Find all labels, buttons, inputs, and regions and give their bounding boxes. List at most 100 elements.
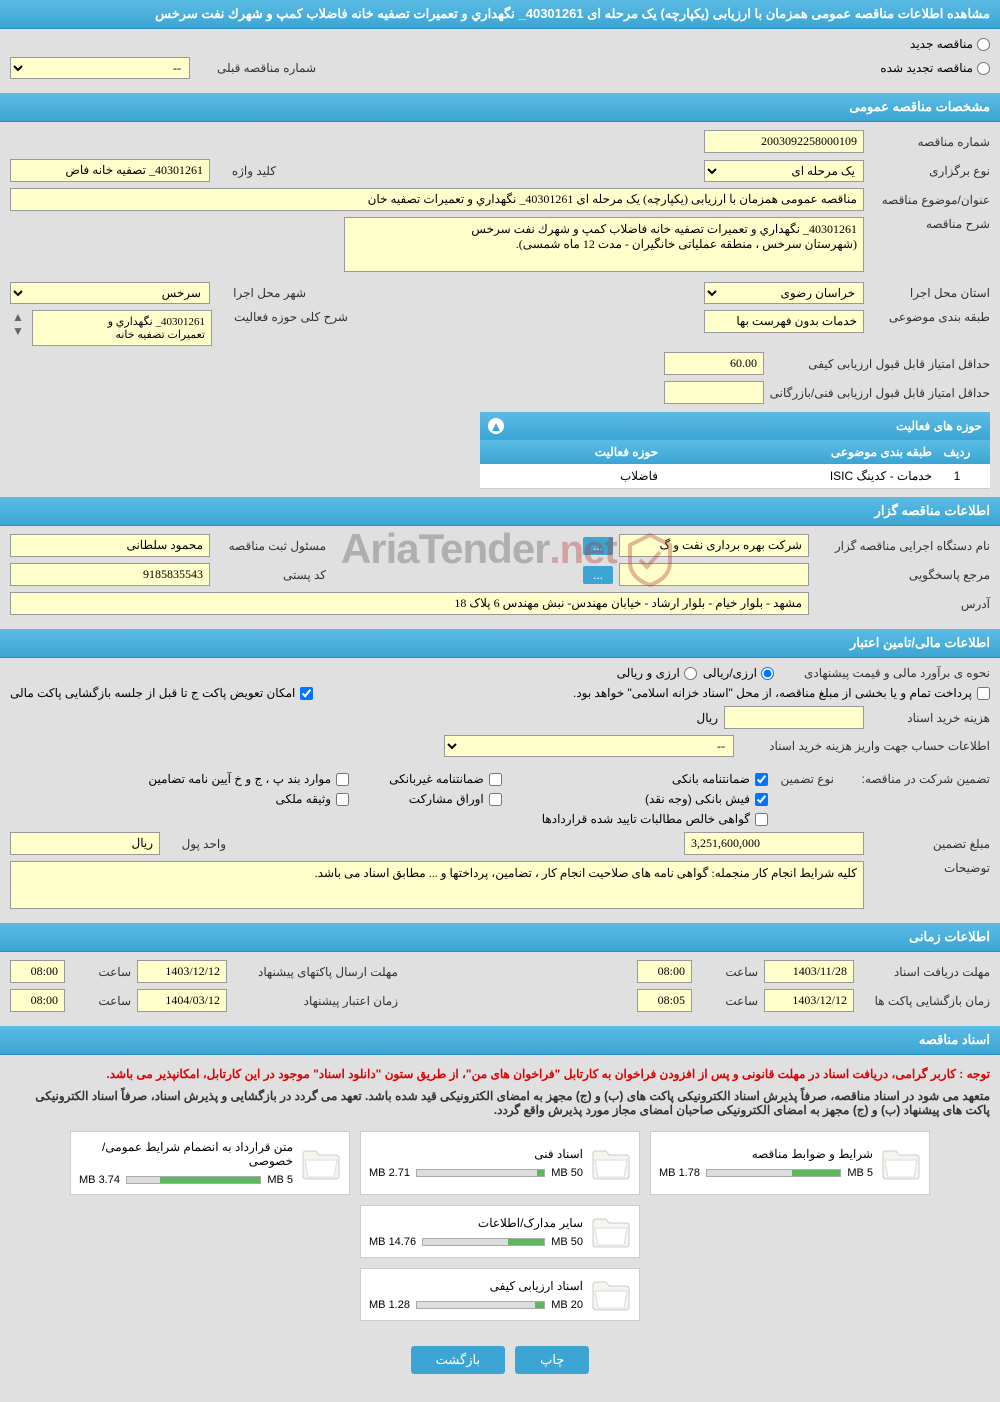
doc-cost-unit: ریال: [696, 711, 718, 725]
doc-total: 50 MB: [551, 1167, 583, 1179]
resp-ref-input[interactable]: [619, 563, 809, 586]
progress-row: 20 MB1.28 MB: [369, 1299, 583, 1311]
city-select[interactable]: سرخس: [10, 282, 210, 304]
doc-box[interactable]: سایر مدارک/اطلاعات50 MB14.76 MB: [360, 1205, 640, 1258]
g-prop-check[interactable]: [336, 793, 349, 806]
doc-deadline-input[interactable]: [764, 960, 854, 983]
bid-time-label: ساعت: [71, 965, 131, 979]
prev-tender-label: شماره مناقصه قبلی: [196, 61, 316, 75]
doc-info: متن قرارداد به انضمام شرایط عمومی/خصوصی5…: [79, 1140, 293, 1186]
section-financial-title: اطلاعات مالی/تامین اعتبار: [850, 635, 990, 650]
tender-no-input[interactable]: [704, 130, 864, 153]
tender-renewed-radio[interactable]: مناقصه تجدید شده: [880, 61, 990, 75]
doc-time-input[interactable]: [637, 960, 692, 983]
doc-box[interactable]: اسناد ارزیابی کیفی20 MB1.28 MB: [360, 1268, 640, 1321]
progress-bar: [706, 1169, 841, 1177]
g-cash-check[interactable]: [755, 793, 768, 806]
acct-label: اطلاعات حساب جهت واریز هزینه خرید اسناد: [740, 739, 990, 753]
open-label: زمان بازگشایی پاکت ها: [860, 994, 990, 1008]
tech-score-input[interactable]: [664, 381, 764, 404]
guarantee-label: تضمین شرکت در مناقصه:: [840, 772, 990, 786]
resp-ref-label: مرجع پاسخگویی: [815, 568, 990, 582]
amount-input[interactable]: [684, 832, 864, 855]
notes-textarea[interactable]: [10, 861, 864, 909]
prev-tender-select[interactable]: --: [10, 57, 190, 79]
guarantee-type-label: نوع تضمین: [774, 772, 834, 786]
g-cash-label: فیش بانکی (وجه نقد): [645, 792, 750, 806]
subject-input[interactable]: [10, 188, 864, 211]
payment-note-check[interactable]: [977, 687, 990, 700]
page-title-bar: مشاهده اطلاعات مناقصه عمومی همزمان با ار…: [0, 0, 1000, 29]
tender-new-radio[interactable]: مناقصه جدید: [910, 37, 990, 51]
activity-table: حوزه های فعالیت ▴ ردیف طبقه بندی موضوعی …: [480, 412, 990, 489]
back-button[interactable]: بازگشت: [411, 1346, 505, 1374]
progress-bar: [416, 1169, 545, 1177]
g-shares-check[interactable]: [489, 793, 502, 806]
desc-textarea[interactable]: [344, 217, 864, 272]
tech-score-label: حداقل امتیاز قابل قبول ارزیابی فنی/بازرگ…: [770, 386, 990, 400]
keyword-input[interactable]: [10, 159, 210, 182]
estimate-opt1-radio[interactable]: [761, 667, 774, 680]
estimate-opt2[interactable]: ارزی و ریالی: [617, 666, 697, 680]
switch-note-check[interactable]: [300, 687, 313, 700]
doc-box[interactable]: متن قرارداد به انضمام شرایط عمومی/خصوصی5…: [70, 1131, 350, 1195]
section-docs-title: اسناد مناقصه: [919, 1032, 990, 1047]
collapse-icon[interactable]: ▴: [488, 418, 504, 434]
button-row: چاپ بازگشت: [10, 1331, 990, 1394]
g-recv-check[interactable]: [755, 813, 768, 826]
subject-label: عنوان/موضوع مناقصه: [870, 193, 990, 207]
estimate-opt1[interactable]: ارزی/ریالی: [703, 666, 774, 680]
bid-deadline-input[interactable]: [137, 960, 227, 983]
estimate-opt2-radio[interactable]: [684, 667, 697, 680]
unit-input[interactable]: [10, 832, 160, 855]
postal-input[interactable]: [10, 563, 210, 586]
valid-time-input[interactable]: [10, 989, 65, 1012]
resp-more-button[interactable]: ...: [583, 566, 613, 584]
tender-renewed-radio-input[interactable]: [977, 62, 990, 75]
address-input[interactable]: [10, 592, 809, 615]
g-nonbank-check[interactable]: [489, 773, 502, 786]
open-date-input[interactable]: [764, 989, 854, 1012]
open-time-input[interactable]: [637, 989, 692, 1012]
category-input[interactable]: [704, 310, 864, 333]
doc-title: سایر مدارک/اطلاعات: [369, 1216, 583, 1230]
reg-officer-input[interactable]: [10, 534, 210, 557]
estimate-opt2-label: ارزی و ریالی: [617, 666, 680, 680]
section-general-header: مشخصات مناقصه عمومی: [0, 93, 1000, 122]
org-more-button[interactable]: ...: [583, 537, 613, 555]
activity-desc-textarea[interactable]: [32, 310, 212, 346]
section-general-title: مشخصات مناقصه عمومی: [849, 99, 990, 114]
col-row: ردیف: [932, 445, 982, 459]
bid-time-input[interactable]: [10, 960, 65, 983]
tender-no-label: شماره مناقصه: [870, 135, 990, 149]
postal-label: کد پستی: [216, 568, 326, 582]
holder-section: نام دستگاه اجرایی مناقصه گزار ... مسئول …: [0, 526, 1000, 629]
doc-cost-input[interactable]: [724, 706, 864, 729]
doc-box[interactable]: شرایط و ضوابط مناقصه5 MB1.78 MB: [650, 1131, 930, 1195]
quality-score-input[interactable]: [664, 352, 764, 375]
doc-title: اسناد فنی: [369, 1147, 583, 1161]
doc-deadline-label: مهلت دریافت اسناد: [860, 965, 990, 979]
valid-date-input[interactable]: [137, 989, 227, 1012]
section-time-header: اطلاعات زمانی: [0, 923, 1000, 952]
folder-icon: [591, 1214, 631, 1249]
org-label: نام دستگاه اجرایی مناقصه گزار: [815, 539, 990, 553]
progress-bar: [126, 1176, 261, 1184]
doc-box[interactable]: اسناد فنی 50 MB2.71 MB: [360, 1131, 640, 1195]
progress-row: 50 MB2.71 MB: [369, 1167, 583, 1179]
folder-icon: [591, 1146, 631, 1181]
tender-new-radio-input[interactable]: [977, 38, 990, 51]
section-time-title: اطلاعات زمانی: [909, 929, 990, 944]
tender-new-label: مناقصه جدید: [910, 37, 973, 51]
doc-total: 50 MB: [551, 1236, 583, 1248]
g-bank-check[interactable]: [755, 773, 768, 786]
hold-type-select[interactable]: یک مرحله ای: [704, 160, 864, 182]
org-input[interactable]: [619, 534, 809, 557]
notes-label: توضیحات: [870, 861, 990, 875]
progress-bar: [416, 1301, 545, 1309]
activity-table-title: حوزه های فعالیت: [896, 419, 982, 433]
print-button[interactable]: چاپ: [515, 1346, 589, 1374]
g-bylaw-check[interactable]: [336, 773, 349, 786]
acct-select[interactable]: --: [444, 735, 734, 757]
province-select[interactable]: خراسان رضوی: [704, 282, 864, 304]
